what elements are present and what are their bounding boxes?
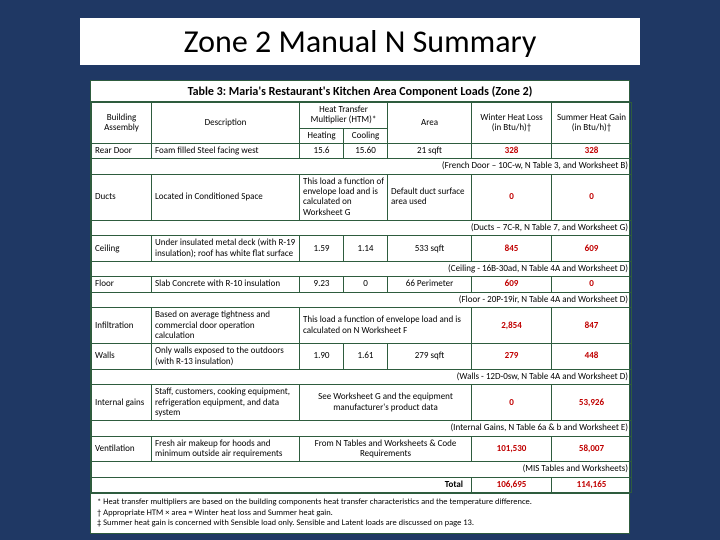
table-header-row: Building Assembly Description Heat Trans…	[92, 103, 632, 129]
table-caption: Table 3: Maria's Restaurant's Kitchen Ar…	[91, 81, 629, 102]
col-assembly: Building Assembly	[92, 103, 152, 144]
col-heatgain: Summer Heat Gain (in Btu/h)†	[552, 103, 632, 144]
col-heatloss: Winter Heat Loss (in Btu/h)†	[472, 103, 552, 144]
page-title: Zone 2 Manual N Summary	[80, 18, 640, 65]
table-panel: Table 3: Maria's Restaurant's Kitchen Ar…	[90, 80, 630, 534]
footnotes: * Heat transfer multipliers are based on…	[91, 493, 629, 533]
col-area: Area	[388, 103, 472, 144]
table-row: Infiltration Based on average tightness …	[92, 308, 632, 344]
table-row: Internal gains Staff, customers, cooking…	[92, 385, 632, 421]
table-row: Walls Only walls exposed to the outdoors…	[92, 344, 632, 370]
col-htm-cooling: Cooling	[344, 128, 388, 143]
col-htm: Heat Transfer Multiplier (HTM)*	[300, 103, 388, 129]
col-htm-heating: Heating	[300, 128, 344, 143]
table-row: Floor Slab Concrete with R-10 insulation…	[92, 277, 632, 292]
col-description: Description	[152, 103, 300, 144]
loads-table: Building Assembly Description Heat Trans…	[91, 102, 632, 493]
table-row: Ceiling Under insulated metal deck (with…	[92, 236, 632, 262]
table-row: Ventilation Fresh air makeup for hoods a…	[92, 436, 632, 462]
table-total-row: Total 106,695 114,165	[92, 477, 632, 492]
table-row: Ducts Located in Conditioned Space This …	[92, 174, 632, 220]
table-row: Rear Door Foam filled Steel facing west …	[92, 144, 632, 159]
